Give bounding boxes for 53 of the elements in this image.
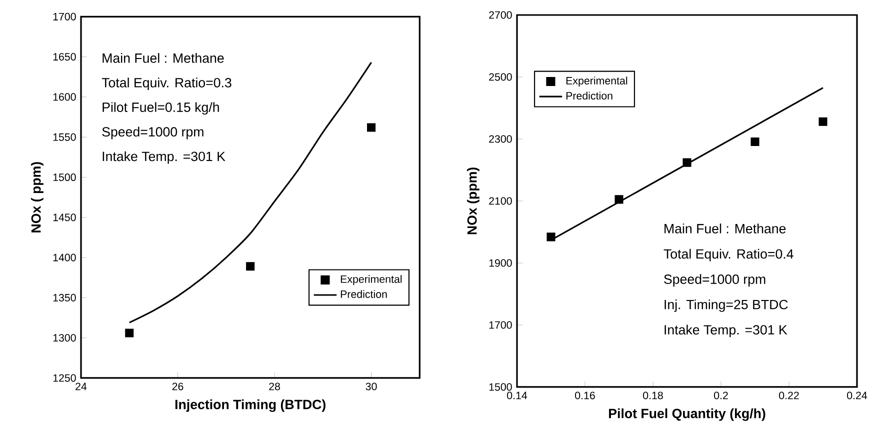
x-axis-title: Injection Timing (BTDC)	[175, 399, 326, 412]
x-tick-label: 0.14	[507, 392, 528, 400]
x-tick-label: 0.22	[779, 392, 799, 400]
x-tick-label: 24	[76, 382, 87, 390]
x-axis-title: Pilot Fuel Quantity (kg/h)	[609, 408, 766, 421]
y-tick-label: 1900	[489, 259, 512, 267]
x-tick-label: 0.16	[575, 392, 595, 400]
y-tick-label: 1300	[53, 334, 76, 342]
y-tick-label: 1500	[53, 173, 76, 182]
annotation: Speed=1000 rpm	[664, 274, 766, 287]
x-tick-label: 30	[366, 382, 377, 390]
y-tick-label: 1700	[489, 321, 512, 329]
legend-label: Experimental	[340, 275, 402, 286]
x-tick-label: 28	[269, 382, 280, 390]
y-tick-label: 2700	[489, 11, 512, 19]
point	[818, 117, 828, 126]
point	[367, 123, 376, 132]
point	[125, 328, 134, 338]
annotation: Intake Temp. =301 K	[664, 324, 788, 338]
legend-label: Prediction	[566, 92, 612, 100]
annotation: Pilot Fuel=0.15 kg/h	[102, 102, 219, 115]
annotation: Main Fuel : Methane	[102, 53, 224, 63]
x-tick-label: 0.24	[847, 392, 868, 400]
annotation: Intake Temp. =301 K	[102, 151, 226, 164]
y-tick-label: 1350	[53, 294, 76, 302]
legend-label: Experimental	[566, 76, 628, 87]
x-tick-label: 0.18	[643, 392, 663, 400]
point	[614, 195, 624, 204]
y-tick-label: 1250	[53, 374, 76, 382]
y-tick-label: 1650	[53, 53, 76, 61]
y-tick-label: 1700	[53, 12, 76, 20]
x-tick-label: 0.2	[714, 392, 728, 400]
y-tick-label: 1450	[53, 214, 76, 222]
y-axis-title: NOx ( ppm)	[30, 162, 44, 232]
point	[750, 138, 760, 146]
annotation: Inj. Timing=25 BTDC	[664, 299, 788, 312]
point	[682, 158, 692, 167]
point	[546, 232, 556, 242]
y-tick-label: 1500	[489, 383, 512, 391]
y-axis-title: NOx (ppm)	[466, 168, 480, 234]
annotation: Total Equiv. Ratio=0.3	[102, 78, 232, 90]
y-tick-label: 1400	[53, 254, 76, 262]
y-tick-label: 2300	[489, 135, 512, 143]
legend-label: Prediction	[340, 290, 387, 298]
y-tick-label: 1550	[53, 133, 76, 141]
y-tick-label: 2500	[489, 73, 512, 81]
annotation: Speed=1000 rpm	[102, 126, 204, 140]
y-tick-label: 1600	[53, 93, 76, 101]
point	[246, 262, 255, 271]
annotation: Total Equiv. Ratio=0.4	[664, 248, 794, 262]
annotation: Main Fuel : Methane	[664, 224, 786, 234]
y-tick-label: 2100	[489, 197, 512, 205]
x-tick-label: 26	[172, 382, 184, 390]
